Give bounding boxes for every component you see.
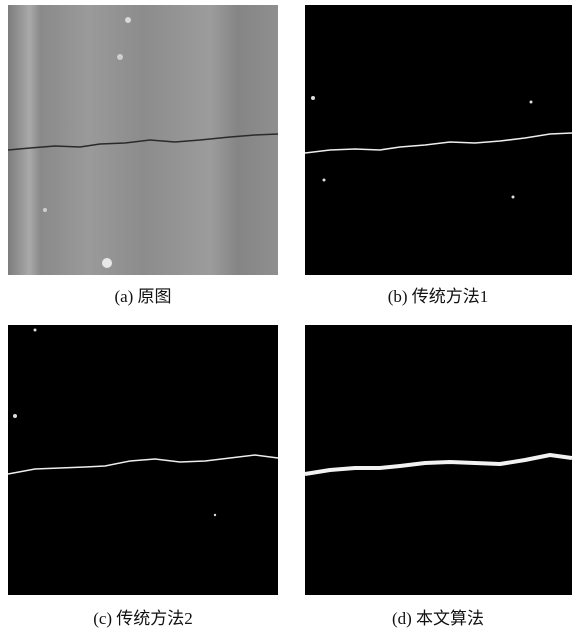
speck <box>125 17 131 23</box>
speck <box>213 513 217 517</box>
speck <box>33 328 37 332</box>
speck <box>43 208 47 212</box>
speck <box>311 96 315 100</box>
speck <box>511 195 515 199</box>
speck <box>13 414 17 418</box>
caption: (a) 原图 <box>114 287 171 306</box>
crack <box>304 453 572 476</box>
speck <box>322 178 326 182</box>
caption: (c) 传统方法2 <box>93 609 193 628</box>
panel-d: (d) 本文算法 <box>304 325 572 628</box>
caption: (b) 传统方法1 <box>388 287 489 306</box>
original-image <box>8 5 278 275</box>
result-image <box>305 5 572 275</box>
crack <box>7 133 279 151</box>
panel-a: (a) 原图 <box>7 5 279 306</box>
crack <box>7 454 279 475</box>
caption: (d) 本文算法 <box>392 609 484 628</box>
speck <box>102 258 112 268</box>
crack <box>304 132 572 154</box>
speck <box>117 54 123 60</box>
panel-b: (b) 传统方法1 <box>304 5 572 306</box>
speck <box>529 100 533 104</box>
panel-c: (c) 传统方法2 <box>7 325 279 628</box>
